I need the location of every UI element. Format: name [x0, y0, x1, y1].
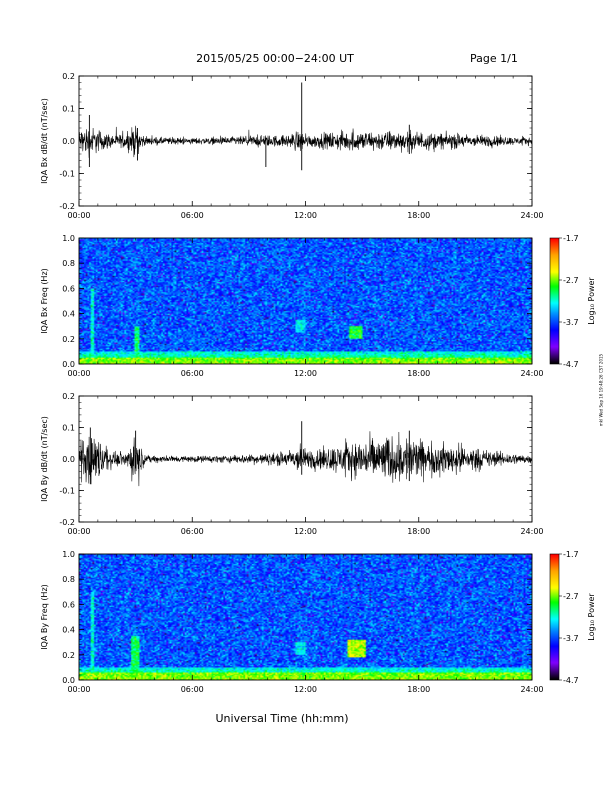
page-number: Page 1/1 [470, 52, 518, 65]
signal-trace [78, 125, 533, 158]
y-tick-label: 0.8 [62, 575, 75, 584]
x-tick-label: 06:00 [181, 685, 204, 694]
colorbar-frame [549, 237, 560, 365]
colorbar-tick-label: -4.7 [563, 360, 579, 369]
colorbar-tick-label: -2.7 [563, 276, 579, 285]
y-tick-label: -0.2 [59, 518, 75, 527]
y-tick-label: 0.4 [62, 626, 75, 635]
colorbar-tick-label: -1.7 [563, 234, 579, 243]
y-tick-label: 0.0 [62, 360, 75, 369]
y-axis-label: IQA By Freq (Hz) [40, 584, 49, 650]
x-tick-label: 06:00 [181, 527, 204, 536]
x-tick-label: 06:00 [181, 369, 204, 378]
y-tick-label: 1.0 [62, 550, 75, 559]
colorbar-tick-label: -2.7 [563, 592, 579, 601]
x-tick-label: 12:00 [294, 211, 317, 220]
colorbar-label: Log₁₀ Power [587, 593, 596, 641]
colorbar-gradient [550, 554, 559, 680]
y-axis-label: IQA Bx Freq (Hz) [40, 268, 49, 334]
x-tick-label: 18:00 [407, 369, 430, 378]
plot-title: 2015/05/25 00:00−24:00 UT [196, 52, 354, 65]
colorbar-gradient [550, 238, 559, 364]
y-tick-label: 0.2 [62, 72, 75, 81]
x-tick-label: 00:00 [67, 211, 90, 220]
colorbar-tick-label: -1.7 [563, 550, 579, 559]
y-tick-label: -0.1 [59, 170, 75, 179]
y-tick-label: 0.0 [62, 455, 75, 464]
y-tick-label: 0.6 [62, 600, 75, 609]
x-tick-label: 18:00 [407, 685, 430, 694]
spectrogram-image [79, 238, 532, 364]
x-tick-label: 24:00 [520, 685, 543, 694]
y-tick-label: 0.4 [62, 310, 75, 319]
x-tick-label: 00:00 [67, 527, 90, 536]
y-tick-label: 0.1 [62, 105, 75, 114]
x-tick-label: 06:00 [181, 211, 204, 220]
y-tick-label: 0.2 [62, 651, 75, 660]
y-tick-label: -0.1 [59, 487, 75, 496]
y-tick-label: 0.0 [62, 676, 75, 685]
x-tick-label: 24:00 [520, 211, 543, 220]
spectrogram-image [79, 554, 532, 680]
y-tick-label: -0.2 [59, 202, 75, 211]
y-tick-label: 0.0 [62, 137, 75, 146]
y-axis-label: IQA By dB/dt (nT/sec) [40, 416, 49, 502]
x-tick-label: 12:00 [294, 527, 317, 536]
y-tick-label: 0.6 [62, 284, 75, 293]
x-tick-label: 24:00 [520, 527, 543, 536]
signal-trace [78, 431, 533, 487]
y-tick-label: 0.2 [62, 335, 75, 344]
y-tick-label: 1.0 [62, 234, 75, 243]
x-tick-label: 12:00 [294, 685, 317, 694]
x-tick-label: 24:00 [520, 369, 543, 378]
x-tick-label: 12:00 [294, 369, 317, 378]
y-axis-label: IQA Bx dB/dt (nT/sec) [40, 98, 49, 184]
colorbar-label: Log₁₀ Power [587, 277, 596, 325]
y-tick-label: 0.1 [62, 424, 75, 433]
y-tick-label: 0.2 [62, 392, 75, 401]
x-tick-label: 00:00 [67, 685, 90, 694]
y-tick-label: 0.8 [62, 259, 75, 268]
x-axis-label: Universal Time (hh:mm) [216, 712, 349, 725]
x-tick-label: 18:00 [407, 527, 430, 536]
colorbar-frame [549, 553, 560, 681]
x-tick-label: 18:00 [407, 211, 430, 220]
colorbar-tick-label: -3.7 [563, 318, 579, 327]
x-tick-label: 00:00 [67, 369, 90, 378]
colorbar-tick-label: -3.7 [563, 634, 579, 643]
colorbar-tick-label: -4.7 [563, 676, 579, 685]
